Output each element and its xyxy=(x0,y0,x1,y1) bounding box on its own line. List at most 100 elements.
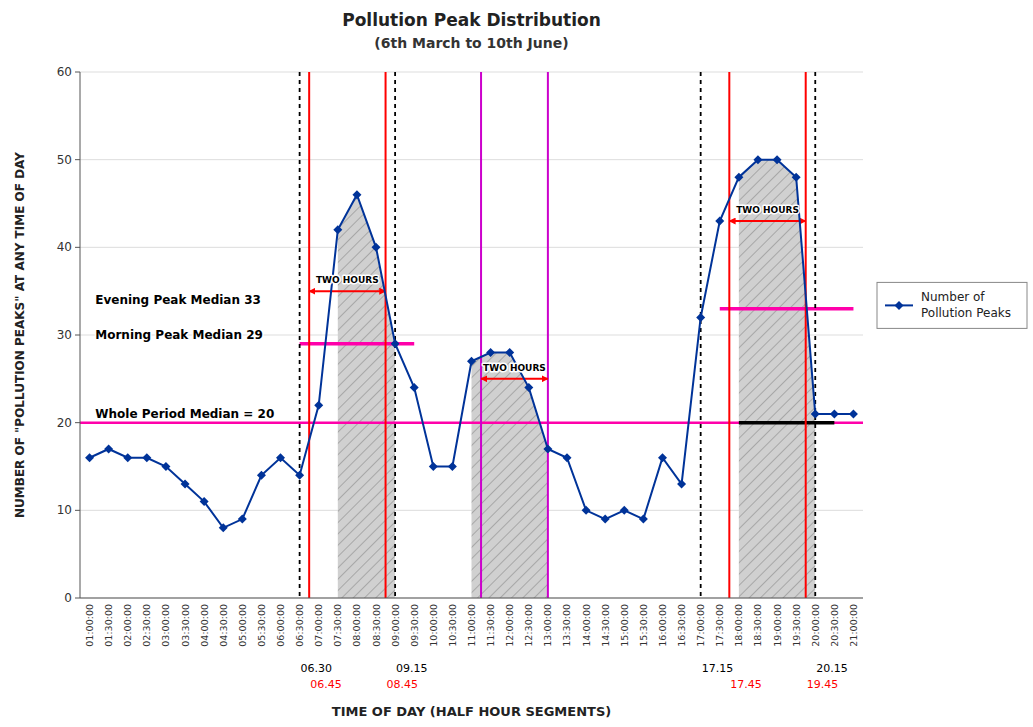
series-marker xyxy=(467,357,476,366)
y-tick-label: 10 xyxy=(57,503,72,517)
x-tick-label: 08:30:00 xyxy=(371,604,382,647)
vertical-line xyxy=(308,72,310,598)
median-label: Morning Peak Median 29 xyxy=(95,328,263,342)
x-tick-label: 04:00:00 xyxy=(199,604,210,647)
vertical-line xyxy=(394,72,396,598)
vertical-line xyxy=(299,72,301,598)
y-tick xyxy=(75,510,80,511)
median-line xyxy=(739,421,834,425)
series-marker xyxy=(658,453,667,462)
series-marker xyxy=(161,462,170,471)
series-marker xyxy=(524,383,533,392)
x-tick-label: 18:00:00 xyxy=(733,604,744,647)
series-marker xyxy=(314,401,323,410)
series-marker xyxy=(200,497,209,506)
x-tick-label: 19:00:00 xyxy=(772,604,783,647)
x-tick-label: 06:00:00 xyxy=(275,604,286,647)
series-marker xyxy=(257,471,266,480)
vertical-line-label: 08.45 xyxy=(387,678,419,691)
x-tick-label: 13:00:00 xyxy=(542,604,553,647)
arrow xyxy=(481,378,548,380)
x-tick-label: 12:00:00 xyxy=(504,604,515,647)
x-tick-label: 14:30:00 xyxy=(600,604,611,647)
x-tick-label: 01:00:00 xyxy=(84,604,95,647)
x-tick-label: 20:00:00 xyxy=(810,604,821,647)
y-tick xyxy=(75,247,80,248)
series-marker xyxy=(715,217,724,226)
y-tick xyxy=(75,159,80,160)
vertical-line xyxy=(480,72,482,598)
series-marker xyxy=(142,453,151,462)
median-label: Evening Peak Median 33 xyxy=(95,293,261,307)
x-tick-label: 21:00:00 xyxy=(848,604,859,647)
x-tick-label: 11:00:00 xyxy=(466,604,477,647)
x-tick-label: 03:00:00 xyxy=(160,604,171,647)
x-tick-label: 10:00:00 xyxy=(428,604,439,647)
vertical-line-label: 20.15 xyxy=(816,662,848,675)
x-tick-label: 15:00:00 xyxy=(619,604,630,647)
series-marker xyxy=(372,243,381,252)
x-tick-label: 18:30:00 xyxy=(752,604,763,647)
subtitle: (6th March to 10th June) xyxy=(374,35,568,51)
legend-marker xyxy=(895,301,904,310)
series-marker xyxy=(181,480,190,489)
x-axis-label: TIME OF DAY (HALF HOUR SEGMENTS) xyxy=(332,704,611,719)
series-marker xyxy=(391,339,400,348)
vertical-line xyxy=(385,72,387,598)
legend-label-line: Pollution Peaks xyxy=(921,306,1011,320)
x-tick-label: 12:30:00 xyxy=(523,604,534,647)
x-axis xyxy=(80,598,863,599)
series-marker xyxy=(85,453,94,462)
y-tick-label: 30 xyxy=(57,328,72,342)
x-tick-label: 02:30:00 xyxy=(141,604,152,647)
vertical-line xyxy=(805,72,807,598)
vertical-line xyxy=(700,72,702,598)
x-tick-label: 19:30:00 xyxy=(791,604,802,647)
vertical-line-label: 09.15 xyxy=(396,662,428,675)
y-tick xyxy=(75,335,80,336)
legend-box xyxy=(877,282,1027,328)
x-tick-label: 04:30:00 xyxy=(218,604,229,647)
shaded-region xyxy=(739,160,815,598)
series-marker xyxy=(753,155,762,164)
x-tick-label: 17:00:00 xyxy=(695,604,706,647)
series-marker xyxy=(696,313,705,322)
x-tick-label: 15:30:00 xyxy=(638,604,649,647)
grid: 0102030405060 xyxy=(57,65,863,605)
x-tick-label: 13:30:00 xyxy=(561,604,572,647)
vertical-line-label: 17.45 xyxy=(730,678,762,691)
x-tick-label: 06:30:00 xyxy=(294,604,305,647)
x-tick-label: 03:30:00 xyxy=(180,604,191,647)
grid-line xyxy=(80,598,863,599)
series-marker xyxy=(123,453,132,462)
x-tick-label: 11:30:00 xyxy=(485,604,496,647)
median-line xyxy=(80,421,863,424)
x-tick-label: 08:00:00 xyxy=(351,604,362,647)
series-line xyxy=(90,160,854,528)
series-marker xyxy=(639,515,648,524)
x-tick-label: 16:30:00 xyxy=(676,604,687,647)
y-tick xyxy=(75,72,80,73)
series-marker xyxy=(582,506,591,515)
series-marker xyxy=(601,515,610,524)
vertical-line xyxy=(814,72,816,598)
vertical-line xyxy=(547,72,549,598)
y-tick xyxy=(75,598,80,599)
legend-label: Number ofPollution Peaks xyxy=(921,290,1011,320)
y-axis-label: NUMBER OF "POLLUTION PEAKS" AT ANY TIME … xyxy=(13,152,27,518)
x-tick-label: 09:30:00 xyxy=(409,604,420,647)
x-tick-label: 16:00:00 xyxy=(657,604,668,647)
series-marker xyxy=(429,462,438,471)
title: Pollution Peak Distribution xyxy=(342,10,601,30)
y-tick-label: 40 xyxy=(57,240,72,254)
x-tick-label: 20:30:00 xyxy=(829,604,840,647)
vertical-line xyxy=(728,72,730,598)
arrow-label: TWO HOURS xyxy=(316,275,379,285)
series-marker xyxy=(792,173,801,182)
series-marker xyxy=(448,462,457,471)
x-tick-label: 01:30:00 xyxy=(103,604,114,647)
legend: Number ofPollution Peaks xyxy=(877,282,1027,328)
y-tick xyxy=(75,422,80,423)
series-marker xyxy=(295,471,304,480)
series-marker xyxy=(276,453,285,462)
